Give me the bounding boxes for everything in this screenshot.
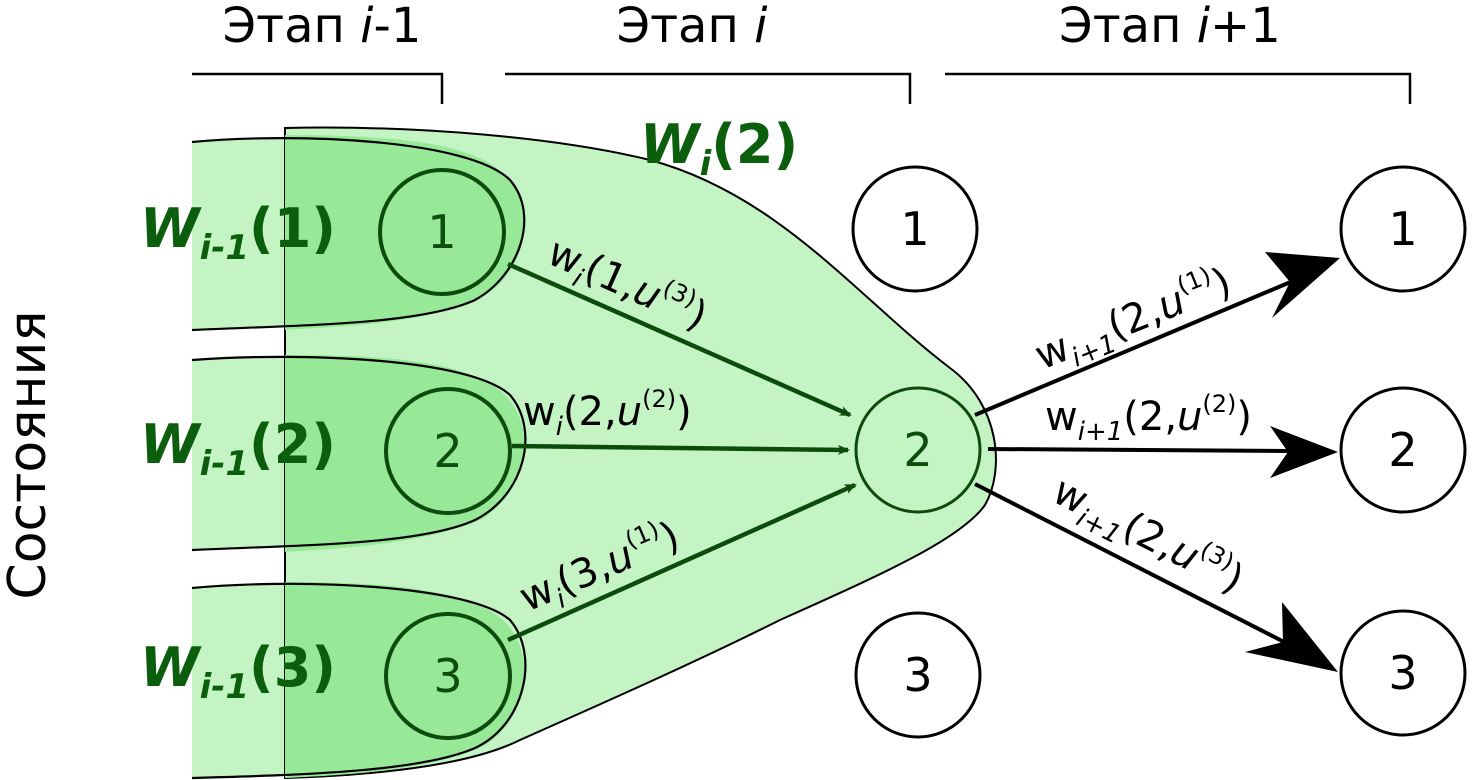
arrow-3-to-2 bbox=[507, 482, 857, 643]
left-nodes: 1 2 3 bbox=[378, 168, 512, 740]
right-nodes: 1 2 3 bbox=[1339, 165, 1467, 737]
node-next-1-label: 1 bbox=[1388, 202, 1417, 256]
outgoing-arrowheads bbox=[1245, 252, 1340, 672]
arrow-2-to-next-3 bbox=[974, 482, 1291, 647]
current-value-label: Wi(2) bbox=[640, 113, 798, 184]
node-current-2-label: 2 bbox=[903, 423, 932, 477]
prev-value-label-1: Wi-1(1) bbox=[140, 197, 336, 268]
arrow-2-to-next-1 bbox=[974, 276, 1301, 417]
node-current-1-label: 1 bbox=[900, 202, 929, 256]
node-current-2 bbox=[854, 386, 982, 514]
stage-label-prev: Этап i-1 bbox=[223, 0, 422, 54]
outgoing-edge-labels: wi+1(2,u(1)) wi+1(2,u(2)) wi+1(2,u(3)) bbox=[1027, 255, 1253, 603]
edge-label-2-to-next-2: wi+1(2,u(2)) bbox=[1045, 390, 1252, 447]
node-current-3-label: 3 bbox=[903, 648, 932, 702]
arrowhead-next-3 bbox=[1245, 602, 1338, 672]
prev-value-label-2: Wi-1(2) bbox=[140, 413, 336, 484]
node-prev-1-label: 1 bbox=[427, 205, 456, 259]
node-next-1 bbox=[1339, 165, 1467, 293]
prev-value-label-3: Wi-1(3) bbox=[140, 636, 336, 707]
node-current-1 bbox=[851, 165, 979, 293]
bracket-stage-next bbox=[945, 72, 1412, 104]
bracket-stage-prev bbox=[192, 72, 444, 104]
arrowhead-next-2 bbox=[1270, 426, 1338, 478]
middle-nodes: 1 2 3 bbox=[851, 165, 982, 739]
edge-label-2-to-next-1: wi+1(2,u(1)) bbox=[1027, 255, 1240, 385]
node-prev-3-label: 3 bbox=[433, 649, 462, 703]
edge-label-2-to-2: wi(2,u(2)) bbox=[523, 385, 692, 442]
arrowhead-next-1 bbox=[1265, 252, 1340, 318]
stage-brackets bbox=[192, 72, 1412, 104]
node-prev-3 bbox=[384, 612, 512, 740]
arrow-2-to-2 bbox=[511, 443, 850, 455]
node-prev-1 bbox=[378, 168, 506, 296]
node-prev-2-label: 2 bbox=[433, 424, 462, 478]
node-next-2 bbox=[1339, 386, 1467, 514]
incoming-arrows bbox=[507, 261, 857, 643]
left-band-outlines bbox=[191, 137, 527, 780]
states-axis-label: Состояния bbox=[0, 310, 58, 599]
stage-label-next: Этап i+1 bbox=[1059, 0, 1281, 54]
node-prev-2 bbox=[384, 387, 512, 515]
node-current-3 bbox=[854, 611, 982, 739]
arrow-1-to-2 bbox=[507, 261, 852, 418]
arrow-2-to-next-2 bbox=[987, 447, 1291, 453]
node-next-3 bbox=[1339, 609, 1467, 737]
stage-label-current: Этап i bbox=[617, 0, 769, 54]
node-next-2-label: 2 bbox=[1388, 423, 1417, 477]
bracket-stage-current bbox=[505, 72, 912, 104]
node-next-3-label: 3 bbox=[1388, 646, 1417, 700]
outgoing-arrows bbox=[974, 276, 1301, 647]
